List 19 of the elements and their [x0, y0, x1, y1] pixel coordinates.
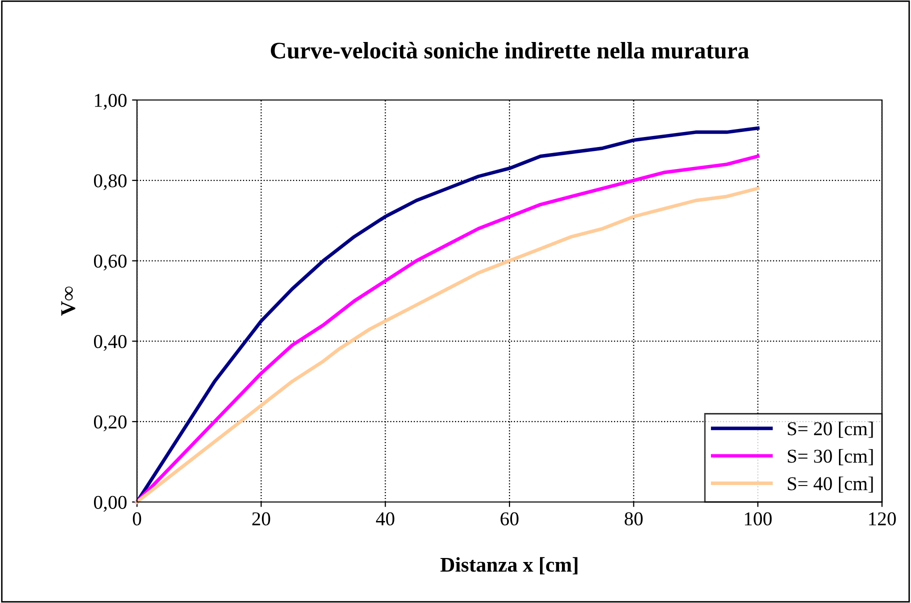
x-tick-label: 0 — [132, 512, 142, 526]
y-tick-label: 0,20 — [94, 415, 127, 432]
legend-label: S= 30 [cm] — [788, 449, 873, 466]
y-tick-label: 0,60 — [94, 254, 127, 271]
y-tick-label: 0,40 — [94, 335, 127, 351]
x-axis-title: Distanza x [cm] — [440, 557, 578, 574]
chart-title: Curve-velocità soniche indirette nella muratura — [270, 42, 749, 59]
y-tick-label: 1,00 — [94, 94, 127, 110]
x-tick-label: 60 — [500, 512, 518, 526]
y-axis-title: V∞ — [61, 286, 76, 316]
y-tick-label: 0,80 — [94, 174, 127, 190]
x-tick-label: 100 — [744, 512, 772, 526]
legend-label: S= 20 [cm] — [788, 422, 873, 438]
legend-label: S= 40 [cm] — [788, 476, 873, 493]
x-tick-label: 20 — [252, 512, 270, 526]
y-tick-label: 0,00 — [94, 496, 127, 512]
x-tick-label: 80 — [624, 512, 643, 526]
x-tick-label: 40 — [376, 512, 394, 526]
x-tick-label: 120 — [869, 512, 896, 526]
